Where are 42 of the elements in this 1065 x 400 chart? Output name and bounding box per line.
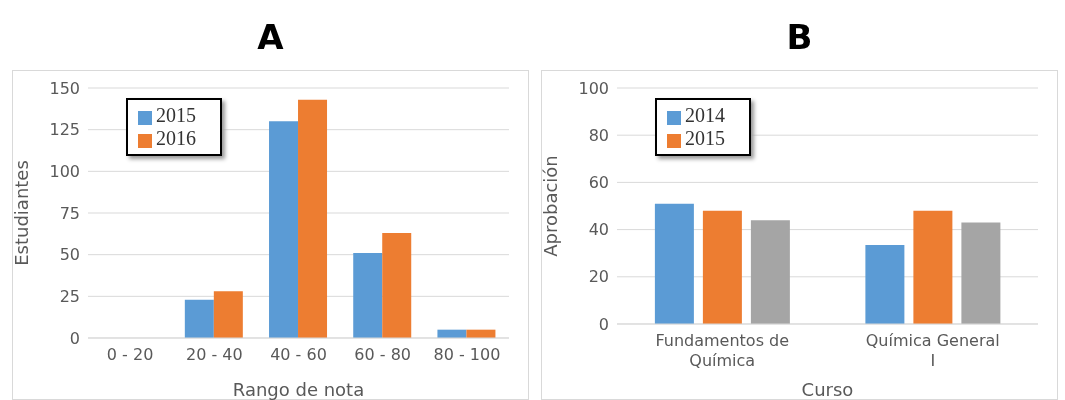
bar (382, 233, 412, 338)
bar (654, 203, 694, 324)
y-tick-label: 125 (49, 120, 80, 140)
y-tick-label: 25 (59, 287, 80, 307)
y-tick-label: 60 (588, 173, 609, 193)
legend-label: 2015 (156, 104, 196, 126)
bar (913, 210, 953, 324)
x-tick-label: 0 - 20 (106, 345, 154, 364)
x-tick-label: 80 - 100 (433, 345, 501, 364)
y-axis-title: Estudiantes (11, 160, 33, 266)
chart-title: B (785, 16, 814, 59)
x-tick-label: 40 - 60 (270, 345, 327, 364)
bar (213, 291, 243, 338)
x-tick-label: Fundamentos de Química (655, 331, 790, 370)
y-tick-label: 40 (588, 220, 609, 240)
bar (298, 99, 328, 338)
bar (269, 121, 299, 338)
y-tick-label: 0 (69, 328, 80, 348)
x-tick-label: Química General I (865, 331, 1000, 370)
legend-label: 2014 (685, 104, 725, 126)
y-tick-label: 20 (588, 267, 609, 287)
bar (184, 299, 214, 338)
y-tick-label: 75 (59, 203, 80, 223)
legend-label: 2016 (156, 127, 196, 149)
bar (865, 244, 905, 324)
bar (702, 210, 742, 324)
legend-label: 2015 (685, 127, 725, 149)
x-axis-title: Rango de nota (232, 379, 365, 400)
y-tick-label: 50 (59, 245, 80, 265)
bar (353, 253, 383, 338)
bar (961, 222, 1001, 324)
y-tick-label: 100 (578, 78, 609, 98)
bar (750, 220, 790, 324)
y-tick-label: 0 (598, 314, 609, 334)
y-tick-label: 150 (49, 78, 80, 98)
y-tick-label: 100 (49, 162, 80, 182)
x-tick-label: 60 - 80 (354, 345, 412, 364)
x-axis-title: Curso (801, 379, 854, 400)
y-tick-label: 80 (588, 125, 609, 145)
chart-title: A (256, 16, 285, 59)
x-tick-label: 20 - 40 (185, 345, 243, 364)
y-axis-title: Aprobación (540, 155, 562, 257)
